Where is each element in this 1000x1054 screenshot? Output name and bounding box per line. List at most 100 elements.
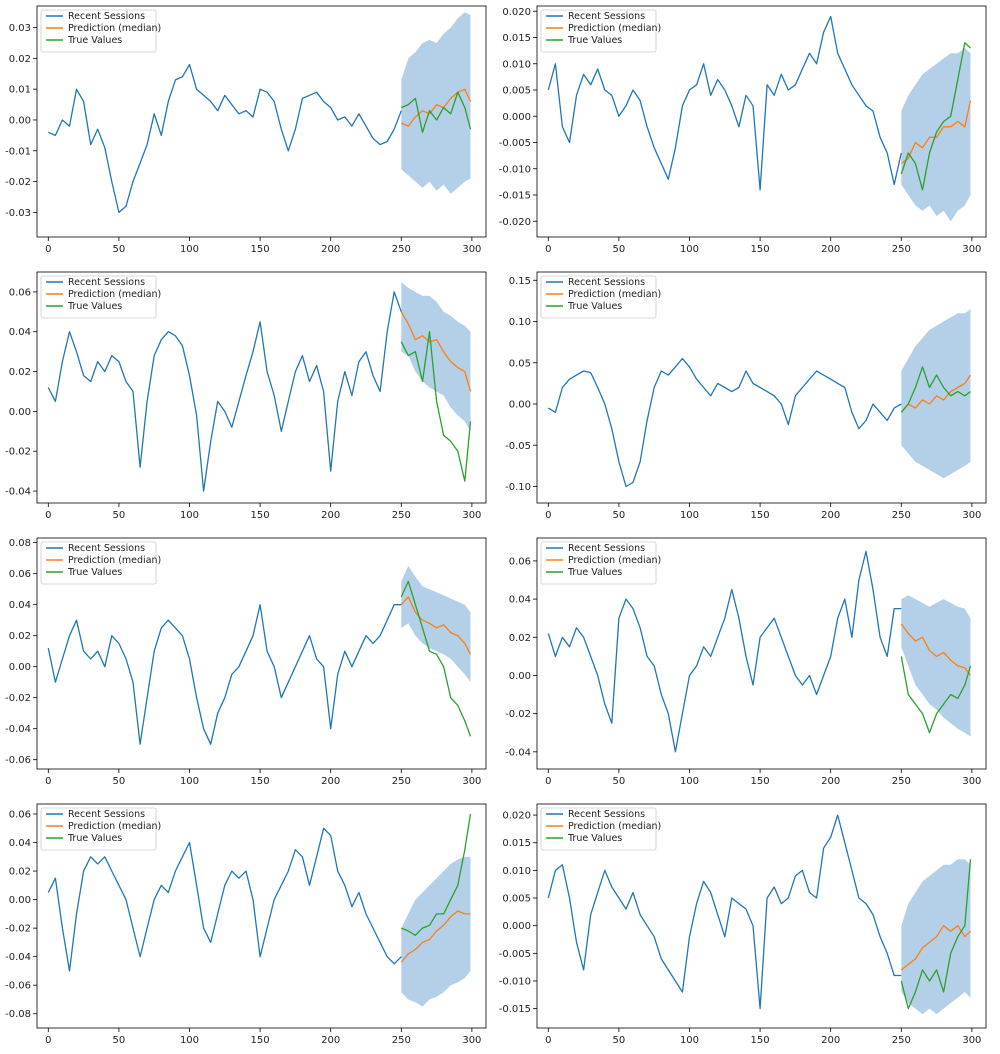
y-tick-label: -0.02 <box>5 693 31 704</box>
x-tick-label: 200 <box>821 1035 840 1046</box>
y-tick-label: 0.015 <box>502 838 531 849</box>
series-line-1 <box>47 291 402 492</box>
prediction-interval-band <box>901 309 971 479</box>
legend-label: Prediction (median) <box>68 821 161 832</box>
series-line-1 <box>547 550 902 753</box>
x-tick-label: 200 <box>321 776 340 787</box>
y-tick-label: 0.000 <box>502 112 531 123</box>
series-line-1 <box>47 827 402 972</box>
chart-panel-3: 0 50 100 150 200 250 300 -0.04 -0.02 0.00 0.02 0.04… <box>0 266 500 529</box>
y-tick-label: -0.02 <box>5 447 31 458</box>
y-tick-label: -0.005 <box>499 949 531 960</box>
x-tick-label: 0 <box>545 510 551 521</box>
x-tick-label: 300 <box>462 244 481 255</box>
x-tick-label: 0 <box>545 776 551 787</box>
y-tick-label: -0.020 <box>499 217 531 228</box>
chart-svg: 0 50 100 150 200 250 300 -0.015 -0.010 -0.005 0.00… <box>499 803 987 1046</box>
y-tick-label: -0.01 <box>5 146 31 157</box>
y-tick-label: 0.00 <box>509 671 531 682</box>
chart-svg: 0 50 100 150 200 250 300 -0.08 -0.06 -0.04 -0.02 0.… <box>5 803 487 1046</box>
y-tick-label: 0.06 <box>509 556 531 567</box>
legend-box <box>40 807 157 851</box>
y-tick-label: 0.06 <box>9 287 31 298</box>
y-tick-label: 0.02 <box>9 54 31 65</box>
legend-label: Prediction (median) <box>68 289 161 300</box>
legend-box <box>540 9 657 53</box>
x-tick-label: 50 <box>613 776 626 787</box>
y-tick-label: -0.08 <box>5 1009 31 1020</box>
y-tick-label: 0.005 <box>502 894 531 905</box>
chart-svg: 0 50 100 150 200 250 300 -0.04 -0.02 0.00 0.02 0.04… <box>505 537 987 787</box>
y-tick-label: 0.08 <box>9 538 31 549</box>
y-tick-label: -0.05 <box>505 441 531 452</box>
series-line-2 <box>401 88 472 127</box>
x-tick-label: 200 <box>321 510 340 521</box>
legend-label: Prediction (median) <box>68 555 161 566</box>
axes-frame <box>36 803 487 1029</box>
x-tick-label: 250 <box>892 776 911 787</box>
legend-label: Recent Sessions <box>568 543 645 554</box>
plot-area <box>47 813 472 1007</box>
series-line-1 <box>547 814 902 1010</box>
x-tick-label: 200 <box>821 244 840 255</box>
y-tick-label: -0.06 <box>5 755 31 766</box>
x-tick-label: 0 <box>545 1035 551 1046</box>
series-line-3 <box>400 331 472 482</box>
x-tick-label: 250 <box>392 244 411 255</box>
legend-label: True Values <box>567 567 622 578</box>
y-tick-label: 0.01 <box>9 85 31 96</box>
y-tick-label: 0.04 <box>9 838 31 849</box>
x-tick-label: 100 <box>680 776 699 787</box>
x-tick-label: 0 <box>45 244 51 255</box>
chart-svg: 0 50 100 150 200 250 300 -0.020 -0.015 -0.010 -0.0… <box>499 5 987 255</box>
prediction-interval-band <box>401 12 471 194</box>
x-tick-label: 300 <box>462 776 481 787</box>
legend-label: Recent Sessions <box>568 809 645 820</box>
legend-label: True Values <box>567 833 622 844</box>
axes-frame <box>36 537 487 770</box>
y-tick-label: 0.10 <box>509 317 531 328</box>
x-tick-label: 300 <box>962 244 981 255</box>
y-tick-label: 0.00 <box>9 115 31 126</box>
series-line-3 <box>900 366 971 413</box>
series-line-3 <box>900 42 971 191</box>
x-tick-label: 150 <box>251 244 270 255</box>
legend-label: True Values <box>567 35 622 46</box>
x-tick-label: 100 <box>180 244 199 255</box>
x-tick-label: 250 <box>892 510 911 521</box>
plot-area <box>547 550 972 753</box>
chart-panel-2: 0 50 100 150 200 250 300 -0.020 -0.015 -0.010 -0.0… <box>499 0 1000 263</box>
series-line-2 <box>400 596 472 655</box>
x-tick-label: 100 <box>680 510 699 521</box>
series-line-2 <box>900 925 971 971</box>
y-tick-label: 0.005 <box>502 86 531 97</box>
plot-area <box>547 814 972 1015</box>
series-line-3 <box>900 859 972 1010</box>
x-tick-label: 250 <box>392 776 411 787</box>
chart-svg: 0 50 100 150 200 250 300 -0.10 -0.05 0.00 0.05 0.10… <box>505 271 987 521</box>
legend-label: Prediction (median) <box>568 821 661 832</box>
legend-label: True Values <box>67 35 122 46</box>
x-tick-label: 150 <box>251 776 270 787</box>
y-tick-label: 0.04 <box>9 600 31 611</box>
y-tick-label: -0.04 <box>5 952 31 963</box>
axes-frame <box>36 271 487 504</box>
series-line-2 <box>900 623 972 676</box>
x-tick-label: 200 <box>321 1035 340 1046</box>
y-tick-label: 0.00 <box>9 895 31 906</box>
chart-svg: 0 50 100 150 200 250 300 -0.06 -0.04 -0.02 0.00 0.0… <box>5 537 487 787</box>
y-tick-label: 0.05 <box>509 358 531 369</box>
axes-frame <box>536 537 987 770</box>
x-tick-label: 300 <box>962 776 981 787</box>
x-tick-label: 50 <box>613 244 626 255</box>
series-line-1 <box>547 357 902 488</box>
legend-box <box>540 275 657 319</box>
x-tick-label: 100 <box>180 510 199 521</box>
chart-panel-1: 0 50 100 150 200 250 300 -0.03 -0.02 -0.01 0.00 0.0… <box>0 0 500 263</box>
y-tick-label: -0.010 <box>499 164 531 175</box>
y-tick-label: 0.020 <box>502 7 531 18</box>
x-tick-label: 100 <box>680 244 699 255</box>
x-tick-label: 50 <box>113 510 126 521</box>
x-tick-label: 50 <box>113 776 126 787</box>
